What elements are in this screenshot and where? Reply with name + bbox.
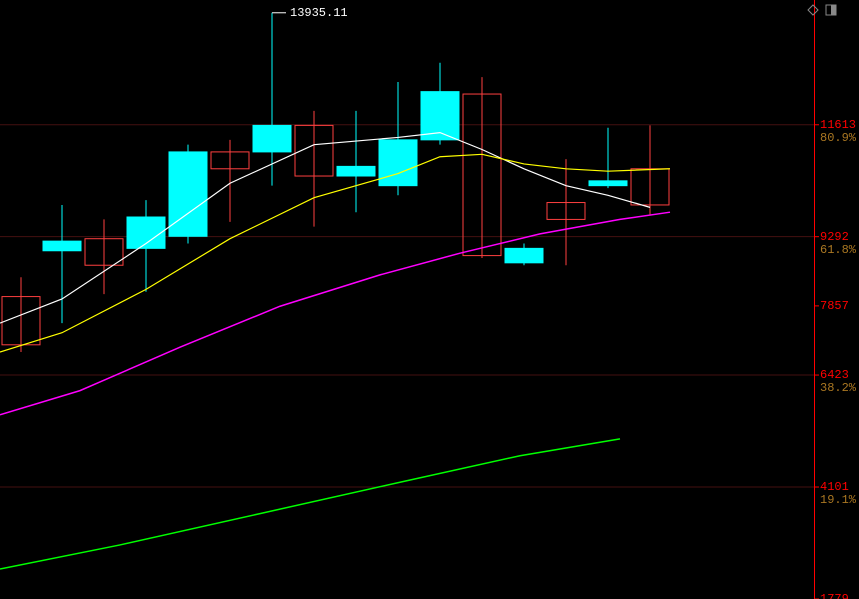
price-level: 1779: [820, 592, 849, 599]
fib-pct: 19.1%: [820, 493, 856, 507]
diamond-icon[interactable]: [807, 4, 819, 16]
chart-toolbar: [807, 4, 837, 16]
fib-pct: 38.2%: [820, 381, 856, 395]
fib-pct: 80.9%: [820, 131, 856, 145]
price-level: 7857: [820, 299, 849, 313]
panel-icon[interactable]: [825, 4, 837, 16]
candlestick-chart[interactable]: [0, 0, 859, 599]
price-level: 6423: [820, 368, 849, 382]
fib-pct: 61.8%: [820, 243, 856, 257]
high-annotation: 13935.11: [290, 6, 348, 20]
price-level: 11613: [820, 118, 856, 132]
price-level: 4101: [820, 480, 849, 494]
price-level: 9292: [820, 230, 849, 244]
